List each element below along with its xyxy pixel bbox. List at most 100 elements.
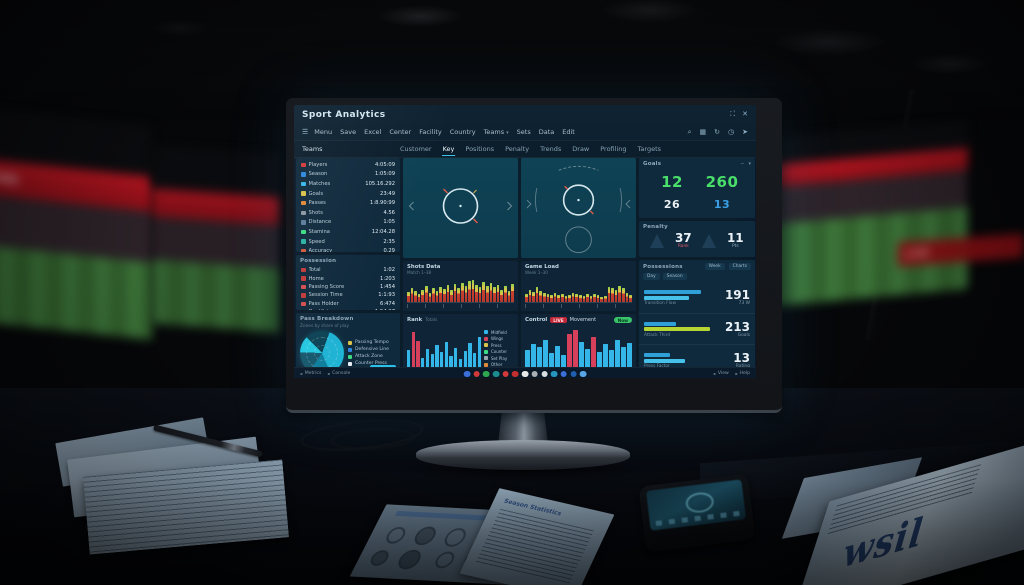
tab-targets[interactable]: Targets [637, 144, 662, 153]
bar [614, 290, 618, 302]
bar [597, 351, 602, 368]
now-pill[interactable]: Now [613, 317, 632, 323]
panel-action-icon[interactable]: ▾ [748, 161, 751, 167]
button-day[interactable]: Day [643, 273, 660, 280]
table-row[interactable]: Home 1:203 [296, 274, 400, 282]
tab-customer[interactable]: Customer [400, 144, 432, 153]
table-row[interactable]: Stamina 12:04.28 [296, 227, 400, 237]
table-row[interactable]: Total 1:02 [296, 266, 400, 274]
metric-icon [301, 276, 306, 281]
status-item: View [713, 371, 729, 376]
dock-app-icon[interactable] [483, 370, 490, 377]
stat-number: 13 [713, 198, 731, 212]
menu-item-data[interactable]: Data [538, 128, 555, 136]
chart-subtitle: Week 1–30 [525, 270, 548, 275]
bar [567, 334, 572, 368]
table-row[interactable]: Goals 23:49 [296, 189, 400, 199]
shots-chart-panel: Shots Data Match 1–38 [403, 261, 518, 311]
legend-swatch [348, 340, 352, 345]
menu-item-menu[interactable]: Menu [314, 128, 333, 136]
legend-label: Midfield [491, 329, 507, 335]
panel-action-icon[interactable]: − [740, 161, 745, 167]
dock-app-icon[interactable] [541, 370, 548, 377]
metric-row[interactable]: Attack Third 213 Goals [639, 314, 755, 346]
stat-label: Total [308, 267, 321, 274]
stat-value: 23:49 [380, 190, 395, 197]
menu-item-facility[interactable]: Facility [419, 128, 442, 136]
bar [457, 287, 460, 302]
stat-value: 1:1:93 [378, 292, 395, 299]
dock-app-icon[interactable] [560, 370, 567, 377]
chart-title: Control [525, 317, 548, 323]
metric-row[interactable]: Transition Flow 191 73 W [639, 282, 755, 314]
metric-value-block: 213 Goals [725, 321, 750, 338]
table-row[interactable]: Distance 1:05 [296, 218, 400, 228]
status-item: Console [327, 371, 350, 376]
search-icon[interactable]: ⌕ [687, 127, 692, 136]
dock-app-icon[interactable] [521, 370, 529, 377]
table-row[interactable]: Passes 1:8.90:99 [296, 198, 400, 208]
menu-icon[interactable]: ☰ [302, 127, 309, 136]
table-row[interactable]: Season 1:05:09 [296, 170, 400, 180]
menu-bar: ☰ Menu Save Excel Center Facility Country Team… [294, 124, 756, 141]
legend-swatch [484, 330, 488, 335]
tab-profiling[interactable]: Profiling [600, 144, 627, 153]
dock-app-icon[interactable] [473, 370, 480, 377]
button-charts[interactable]: Charts [728, 263, 751, 270]
table-row[interactable]: Passing Score 1:454 [296, 283, 400, 291]
table-row[interactable]: Session Time 1:1:93 [296, 291, 400, 299]
stat-label: Season [308, 171, 328, 178]
dock-app-icon[interactable] [570, 370, 577, 377]
dock-app-icon[interactable] [550, 370, 558, 377]
table-row[interactable]: Qualifying 1:54:27 [296, 308, 400, 310]
table-row[interactable]: Speed 2:35 [296, 237, 400, 247]
chart-subtitle: Match 1–38 [407, 270, 432, 275]
dock-app-icon[interactable] [463, 370, 471, 377]
bar [504, 285, 507, 302]
bar [482, 282, 486, 302]
clock-icon[interactable]: ◷ [728, 127, 735, 136]
table-row[interactable]: Players 4:05:09 [296, 160, 400, 170]
tab-positions[interactable]: Positions [465, 144, 495, 153]
bar [578, 295, 582, 302]
tab-key[interactable]: Key [441, 143, 456, 156]
bar [528, 290, 532, 302]
menu-item-sets[interactable]: Sets [516, 128, 531, 136]
close-icon[interactable]: ✕ [742, 110, 748, 118]
tab-trends[interactable]: Trends [540, 144, 562, 153]
chevron-down-icon: ▾ [506, 130, 509, 136]
tab-draw[interactable]: Draw [572, 144, 590, 153]
table-row[interactable]: Matches 105.16.292 [296, 179, 400, 189]
table-row[interactable]: Pass Holder 6:474 [296, 300, 400, 308]
dock-app-icon[interactable] [492, 370, 500, 377]
bar [586, 294, 589, 302]
dock-app-icon[interactable] [531, 370, 538, 377]
bar [575, 294, 578, 302]
expand-icon[interactable]: ⛶ [730, 110, 736, 118]
h-bar [644, 290, 701, 295]
stacked-bar-chart [525, 276, 632, 303]
button-week[interactable]: Week [704, 263, 725, 270]
grid-icon[interactable]: ▦ [699, 127, 707, 136]
dock-app-icon[interactable] [512, 370, 519, 377]
menu-item-teams[interactable]: Teams ▾ [483, 128, 509, 136]
x-axis-ticks [407, 304, 514, 308]
bar [564, 295, 568, 302]
menu-item-save[interactable]: Save [340, 128, 357, 136]
next-icon[interactable]: ➤ [742, 127, 748, 136]
penalty-panel: Penalty 37 Rank 11 Pts [639, 221, 755, 257]
menu-item-country[interactable]: Country [449, 128, 476, 136]
tab-penalty[interactable]: Penalty [505, 144, 530, 153]
table-row[interactable]: Accuracy 0.29 [296, 246, 400, 252]
left-column: Players 4:05:09 Season 1:05:09 Matches 105.16… [296, 158, 400, 377]
filter-chips: Day Season [639, 272, 755, 282]
menu-item-edit[interactable]: Edit [562, 128, 575, 136]
menu-item-excel[interactable]: Excel [364, 128, 382, 136]
dock-app-icon[interactable] [579, 370, 587, 377]
table-row[interactable]: Shots 4.56 [296, 208, 400, 218]
refresh-icon[interactable]: ↻ [714, 127, 721, 136]
dock-app-icon[interactable] [502, 370, 509, 377]
menu-item-center[interactable]: Center [389, 128, 412, 136]
button-season[interactable]: Season [662, 273, 687, 280]
panel-title: Pass Breakdown [300, 316, 354, 322]
